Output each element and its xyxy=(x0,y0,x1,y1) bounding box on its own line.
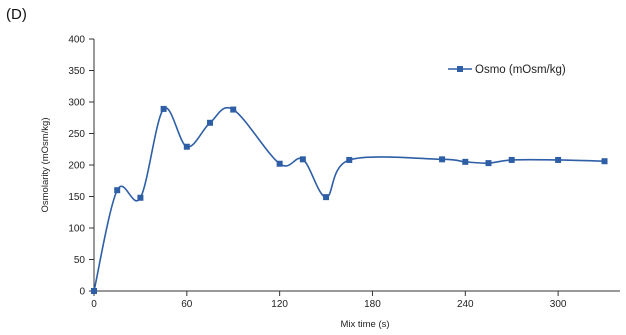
data-point xyxy=(439,156,446,163)
x-tick-label: 300 xyxy=(550,299,567,310)
y-tick-label: 350 xyxy=(68,66,85,77)
axes: 0 50 100 150 200 250 300 350 400 0 60 120 180 240 300 M… xyxy=(40,35,620,330)
series-line xyxy=(93,107,605,292)
data-point xyxy=(137,194,144,201)
data-point xyxy=(160,105,167,112)
data-point xyxy=(207,119,214,126)
data-point xyxy=(485,160,492,167)
legend: Osmo (mOsm/kg) xyxy=(448,64,566,76)
data-point xyxy=(323,194,330,201)
x-tick-label: 0 xyxy=(91,299,97,310)
legend-marker xyxy=(457,66,463,72)
y-tick-label: 0 xyxy=(79,287,85,298)
y-tick-label: 300 xyxy=(68,98,85,109)
x-tick-label: 120 xyxy=(271,299,288,310)
data-point xyxy=(183,143,190,150)
data-point xyxy=(601,158,608,165)
x-tick-label: 240 xyxy=(457,299,474,310)
y-tick-label: 100 xyxy=(68,224,85,235)
y-tick-label: 150 xyxy=(68,192,85,203)
data-point xyxy=(462,158,469,165)
data-point xyxy=(114,187,121,194)
x-axis-label: Mix time (s) xyxy=(340,319,389,330)
y-tick-label: 200 xyxy=(68,161,85,172)
y-axis-label: Osmolarity (mOsm/kg) xyxy=(40,118,51,213)
y-tick-label: 50 xyxy=(74,255,86,266)
legend-label: Osmo (mOsm/kg) xyxy=(475,64,566,76)
y-tick-label: 400 xyxy=(68,35,85,46)
data-point xyxy=(230,106,237,113)
data-point xyxy=(508,156,515,163)
data-point xyxy=(276,160,283,167)
data-point xyxy=(91,288,97,294)
series-layer xyxy=(91,105,608,294)
data-point xyxy=(555,156,562,163)
x-tick-label: 180 xyxy=(364,299,381,310)
panel-label: (D) xyxy=(6,6,27,23)
data-point xyxy=(299,156,306,163)
x-tick-label: 60 xyxy=(181,299,193,310)
y-tick-label: 250 xyxy=(68,129,85,140)
data-point xyxy=(346,156,353,163)
